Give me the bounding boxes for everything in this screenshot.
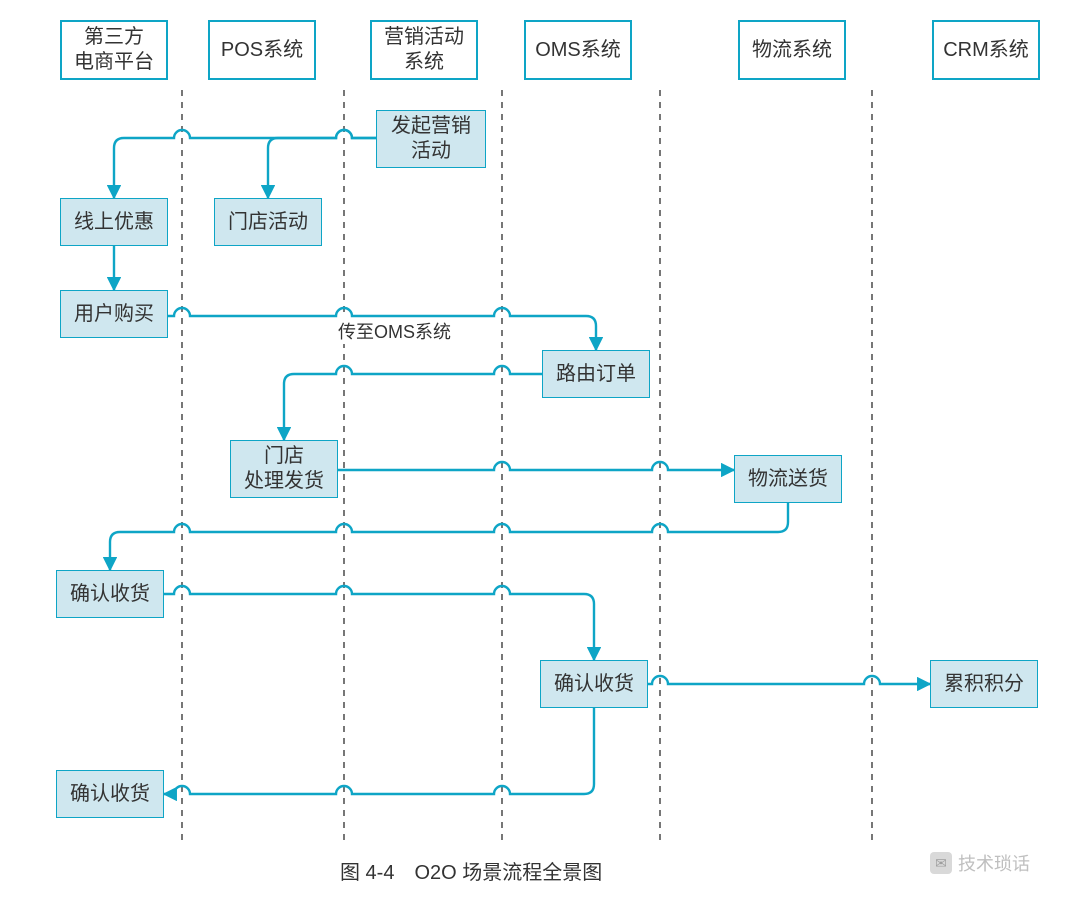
edge-e5 xyxy=(284,366,542,440)
node-n-confirm1: 确认收货 xyxy=(56,570,164,618)
lane-header-lane-3p: 第三方电商平台 xyxy=(60,20,168,80)
edge-e10 xyxy=(164,708,594,794)
node-n-launch: 发起营销活动 xyxy=(376,110,486,168)
node-n-confirm2: 确认收货 xyxy=(540,660,648,708)
edge-e9 xyxy=(648,676,930,684)
connector-layer xyxy=(0,0,1080,903)
lane-header-lane-log: 物流系统 xyxy=(738,20,846,80)
edge-e8 xyxy=(164,586,594,660)
node-n-online: 线上优惠 xyxy=(60,198,168,246)
lane-header-lane-crm: CRM系统 xyxy=(932,20,1040,80)
edge-label-e4: 传至OMS系统 xyxy=(336,318,453,344)
lane-header-lane-pos: POS系统 xyxy=(208,20,316,80)
watermark-text: 技术琐话 xyxy=(958,850,1030,876)
edge-e6 xyxy=(338,462,734,470)
edge-e1 xyxy=(114,130,376,198)
diagram-stage: 第三方电商平台 POS系统营销活动系统 OMS系统 物流系统 CRM系统发起营销活动线上… xyxy=(0,0,1080,903)
wechat-icon: ✉ xyxy=(930,852,952,874)
node-n-logistic: 物流送货 xyxy=(734,455,842,503)
node-n-points: 累积积分 xyxy=(930,660,1038,708)
lane-header-lane-mkt: 营销活动系统 xyxy=(370,20,478,80)
edge-e2 xyxy=(268,130,376,198)
edge-e7 xyxy=(110,503,788,570)
node-n-route: 路由订单 xyxy=(542,350,650,398)
lane-header-lane-oms: OMS系统 xyxy=(524,20,632,80)
node-n-confirm3: 确认收货 xyxy=(56,770,164,818)
node-n-buy: 用户购买 xyxy=(60,290,168,338)
figure-caption: 图 4-4 O2O 场景流程全景图 xyxy=(340,856,602,885)
node-n-ship: 门店处理发货 xyxy=(230,440,338,498)
node-n-store: 门店活动 xyxy=(214,198,322,246)
watermark: ✉ 技术琐话 xyxy=(930,850,1030,876)
